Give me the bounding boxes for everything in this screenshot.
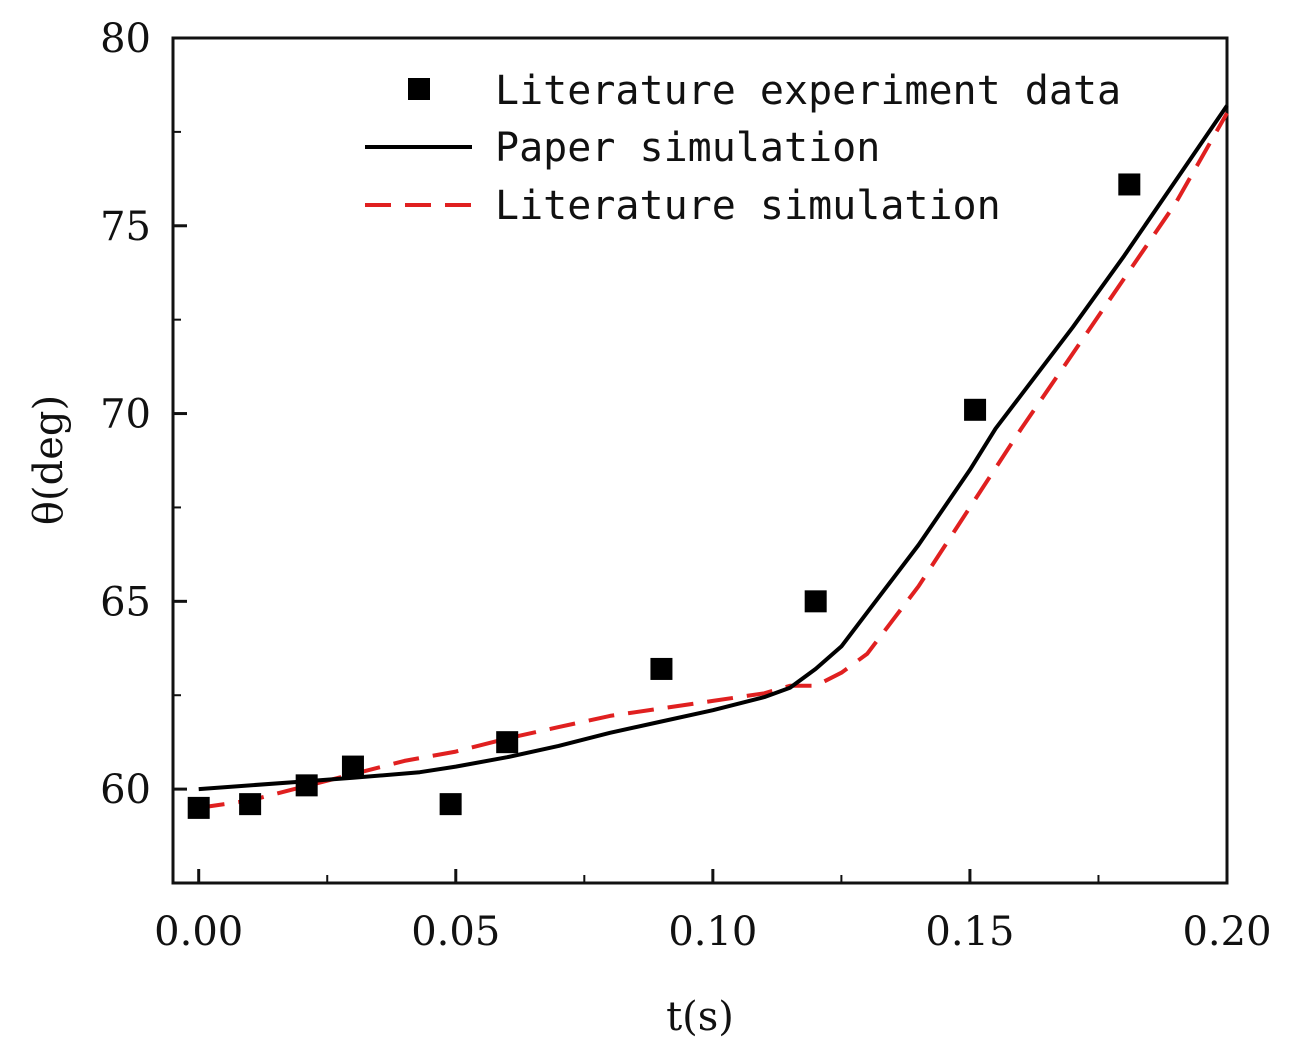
data-point-experiment	[239, 793, 262, 816]
data-point-experiment	[295, 774, 318, 797]
x-axis-label: t(s)	[666, 994, 734, 1040]
legend-label-experiment: Literature experiment data	[495, 68, 1121, 114]
x-tick-label: 0.00	[154, 909, 243, 955]
plot-frame	[171, 36, 1229, 885]
data-point-experiment	[1118, 173, 1141, 196]
data-point-experiment	[439, 793, 462, 816]
y-tick-label: 70	[100, 392, 151, 438]
legend: Literature experiment data Paper simulat…	[365, 68, 1121, 229]
data-point-experiment	[650, 657, 673, 680]
data-point-experiment	[964, 398, 987, 421]
series-line-literature-simulation	[198, 112, 1229, 810]
series-layer	[187, 104, 1229, 819]
x-tick-label: 0.15	[925, 909, 1014, 955]
y-tick-label: 65	[100, 579, 151, 625]
y-tick-label: 80	[100, 16, 151, 62]
legend-marker-experiment	[408, 78, 430, 100]
series-line-paper-simulation	[198, 104, 1229, 792]
x-tick-label: 0.20	[1182, 909, 1271, 955]
y-tick-label: 60	[100, 767, 151, 813]
data-point-experiment	[496, 731, 519, 754]
y-axis-label: θ(deg)	[26, 395, 72, 525]
y-tick-label: 75	[100, 204, 151, 250]
legend-label-literature-simulation: Literature simulation	[495, 183, 1001, 229]
x-tick-label: 0.05	[411, 909, 500, 955]
minor-ticks	[173, 130, 1100, 883]
data-point-experiment	[187, 796, 210, 819]
x-tick-label: 0.10	[668, 909, 757, 955]
major-ticks	[173, 36, 1229, 883]
tick-labels: 0.00 0.05 0.10 0.15 0.20 60 65 70 75 80	[100, 16, 1271, 955]
data-point-experiment	[341, 755, 364, 778]
data-point-experiment	[804, 590, 827, 613]
legend-label-paper-simulation: Paper simulation	[495, 125, 880, 171]
